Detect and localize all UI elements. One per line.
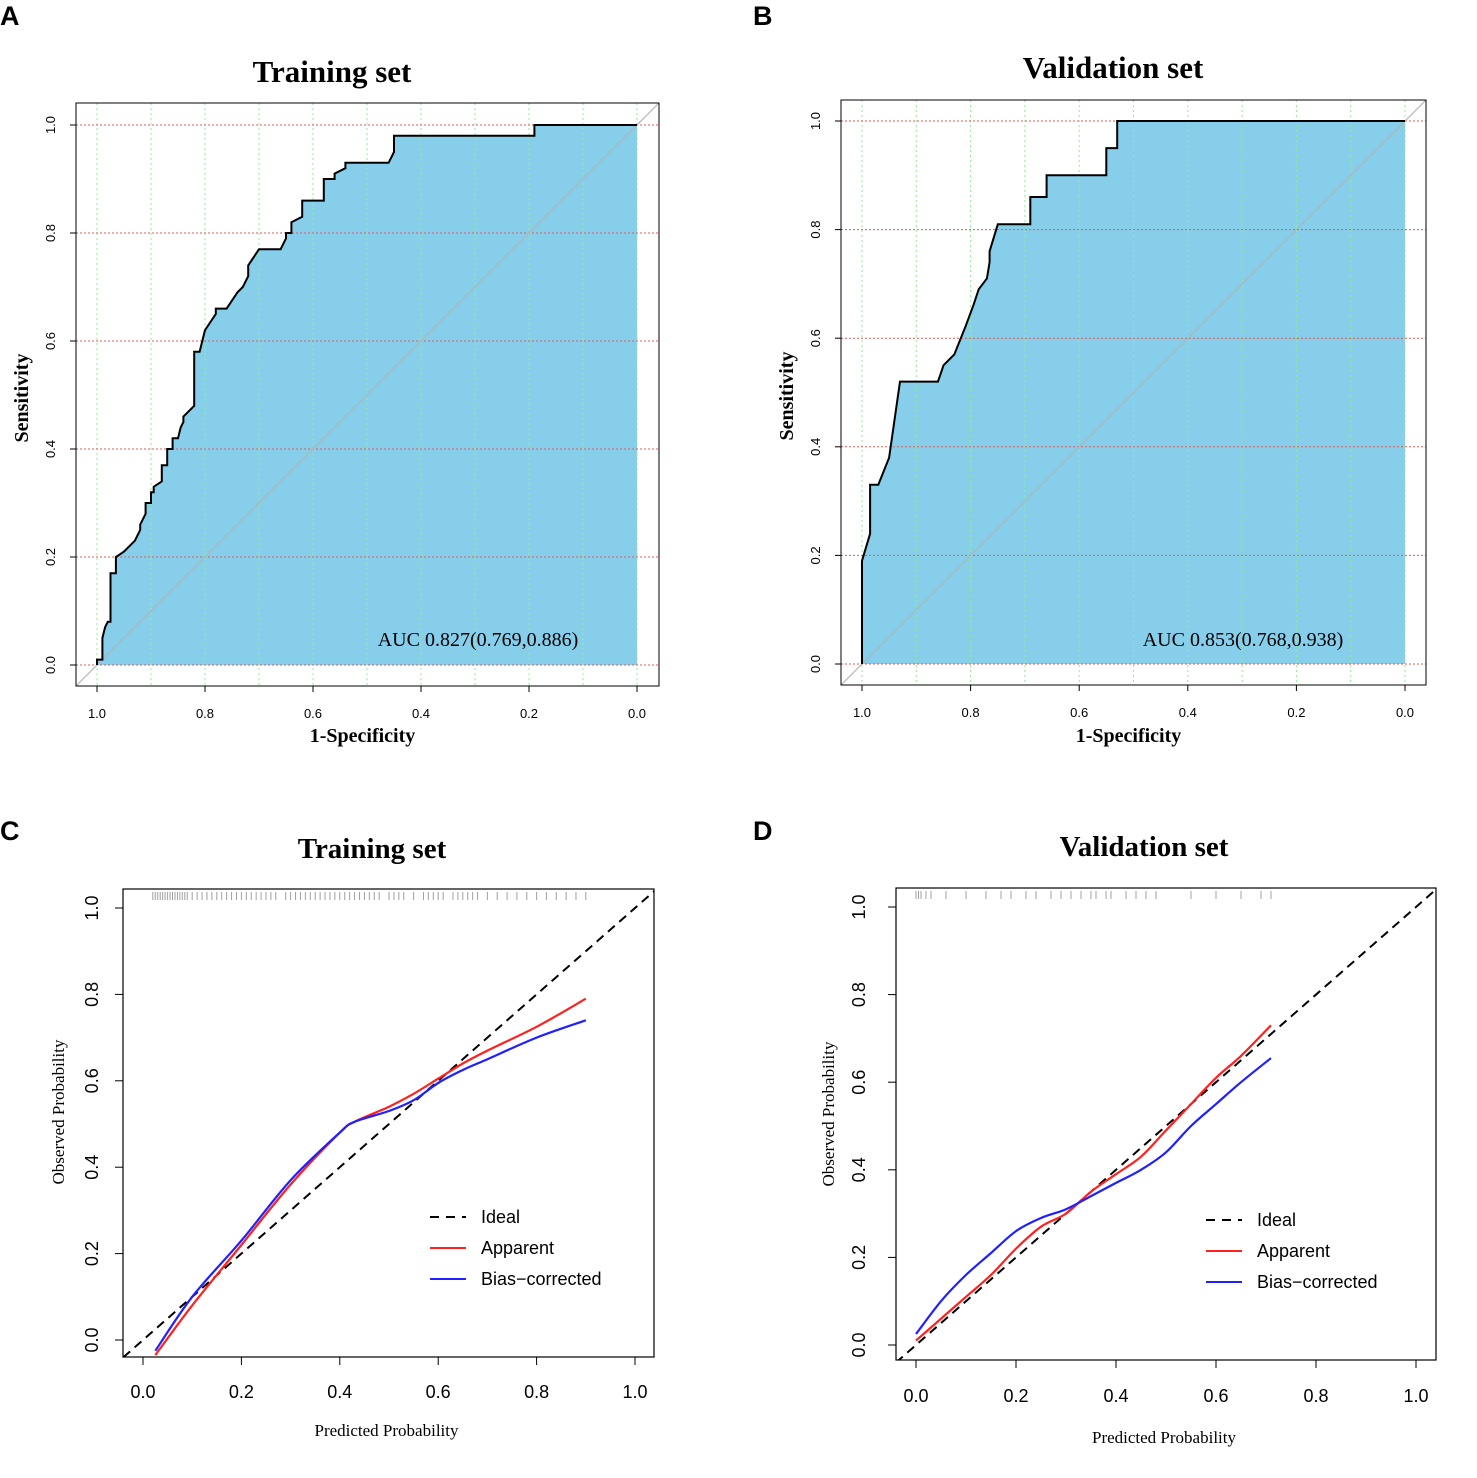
y-tick-label: 0.4 [849,1157,869,1182]
y-tick-label: 0.8 [808,221,823,239]
x-tick-label: 0.6 [1203,1386,1228,1406]
x-tick-label: 0.6 [426,1382,451,1402]
ideal-line [123,889,654,1357]
chart-title: Validation set [1023,50,1204,85]
y-tick-label: 1.0 [82,895,102,920]
legend-label-bias-corrected: Bias−corrected [1257,1272,1378,1292]
roc-panel-b: 1.0 0.8 0.6 0.4 0.2 0.0 0.0 0.2 0.4 0.6 0.8 1.0 Vali… [776,50,1427,747]
panel-label-a: A [0,1,20,31]
y-tick-label: 1.0 [849,894,869,919]
plot-frame [75,102,660,687]
x-tick-label: 0.4 [412,706,430,721]
y-tick-label: 0.6 [808,329,823,347]
legend-label-ideal: Ideal [1257,1210,1296,1230]
y-tick-label: 1.0 [43,116,58,134]
chart-title: Training set [253,54,412,89]
plot-frame [122,888,655,1358]
apparent-curve [154,997,587,1356]
x-tick-label: 1.0 [1403,1386,1428,1406]
x-axis-label: 1-Specificity [310,725,416,747]
auc-annotation: AUC 0.853(0.768,0.938) [1143,629,1344,651]
y-tick-label: 0.0 [43,656,58,674]
x-tick-label: 0.2 [1003,1386,1028,1406]
y-tick-label: 0.2 [849,1245,869,1270]
legend-label-apparent: Apparent [481,1238,554,1258]
x-tick-label: 0.0 [903,1386,928,1406]
y-tick-label: 0.8 [82,982,102,1007]
chart-title: Training set [298,833,447,865]
legend-label-apparent: Apparent [1257,1241,1330,1261]
y-tick-label: 1.0 [808,112,823,130]
legend: Ideal Apparent Bias−corrected [1206,1210,1378,1292]
apparent-curve [915,1024,1272,1342]
x-tick-label: 0.0 [130,1382,155,1402]
x-tick-label: 1.0 [88,706,106,721]
y-tick-label: 0.6 [82,1068,102,1093]
y-axis-label: Sensitivity [776,352,798,441]
x-tick-label: 0.0 [628,706,646,721]
chart-title: Validation set [1060,831,1229,863]
x-tick-label: 0.4 [1179,705,1197,720]
reference-diagonal [75,102,660,687]
y-tick-label: 0.6 [43,332,58,350]
x-tick-label: 0.8 [196,706,214,721]
y-tick-label: 0.2 [43,548,58,566]
x-tick-label: 0.8 [524,1382,549,1402]
x-tick-label: 0.6 [304,706,322,721]
x-tick-label: 1.0 [853,705,871,720]
y-tick-label: 0.8 [43,224,58,242]
x-tick-label: 0.4 [1103,1386,1128,1406]
plot-frame [895,887,1437,1361]
bias-corrected-curve [154,1019,587,1352]
auc-annotation: AUC 0.827(0.769,0.886) [378,629,579,651]
legend: Ideal Apparent Bias−corrected [430,1207,602,1289]
x-axis-label: Predicted Probability [314,1421,459,1440]
y-axis-label: Sensitivity [11,354,33,443]
legend-label-ideal: Ideal [481,1207,520,1227]
y-tick-label: 0.0 [82,1327,102,1352]
y-tick-label: 0.2 [808,546,823,564]
roc-panel-a: 1.0 0.8 0.6 0.4 0.2 0.0 0.0 0.2 0.4 0.6 0.8 1.0 Trai… [11,54,660,747]
x-axis-label: 1-Specificity [1076,725,1182,747]
x-tick-label: 0.2 [520,706,538,721]
x-tick-label: 0.0 [1396,705,1414,720]
plot-frame [840,99,1427,686]
x-tick-label: 0.8 [962,705,980,720]
y-tick-label: 0.0 [849,1332,869,1357]
legend-label-bias-corrected: Bias−corrected [481,1269,602,1289]
panel-label-c: C [0,816,20,846]
y-axis-label: Observed Probability [819,1041,838,1186]
calibration-panel-d: 0.0 0.2 0.4 0.6 0.8 1.0 0.0 0.2 0.4 0.6 0.8 1.0 Vali… [819,831,1437,1447]
panel-label-b: B [753,1,773,31]
y-tick-label: 0.6 [849,1070,869,1095]
x-tick-label: 0.8 [1303,1386,1328,1406]
x-tick-label: 0.2 [1287,705,1305,720]
plot-area [897,888,1436,1360]
y-tick-label: 0.0 [808,655,823,673]
y-tick-label: 0.2 [82,1241,102,1266]
calibration-panel-c: 0.0 0.2 0.4 0.6 0.8 1.0 0.0 0.2 0.4 0.6 0.8 1.0 Trai… [49,833,655,1440]
y-tick-label: 0.4 [808,438,823,456]
x-tick-label: 0.4 [327,1382,352,1402]
x-tick-label: 0.2 [229,1382,254,1402]
reference-diagonal [840,99,1427,686]
x-axis-label: Predicted Probability [1092,1428,1237,1447]
bias-corrected-curve [915,1057,1272,1335]
y-tick-label: 0.4 [43,440,58,458]
x-tick-label: 1.0 [622,1382,647,1402]
x-tick-label: 0.6 [1070,705,1088,720]
roc-curve [96,124,637,665]
y-axis-label: Observed Probability [49,1039,68,1184]
roc-curve [861,120,1405,664]
y-tick-label: 0.8 [849,982,869,1007]
plot-area [123,889,654,1357]
y-tick-label: 0.4 [82,1155,102,1180]
panel-label-d: D [753,816,773,846]
